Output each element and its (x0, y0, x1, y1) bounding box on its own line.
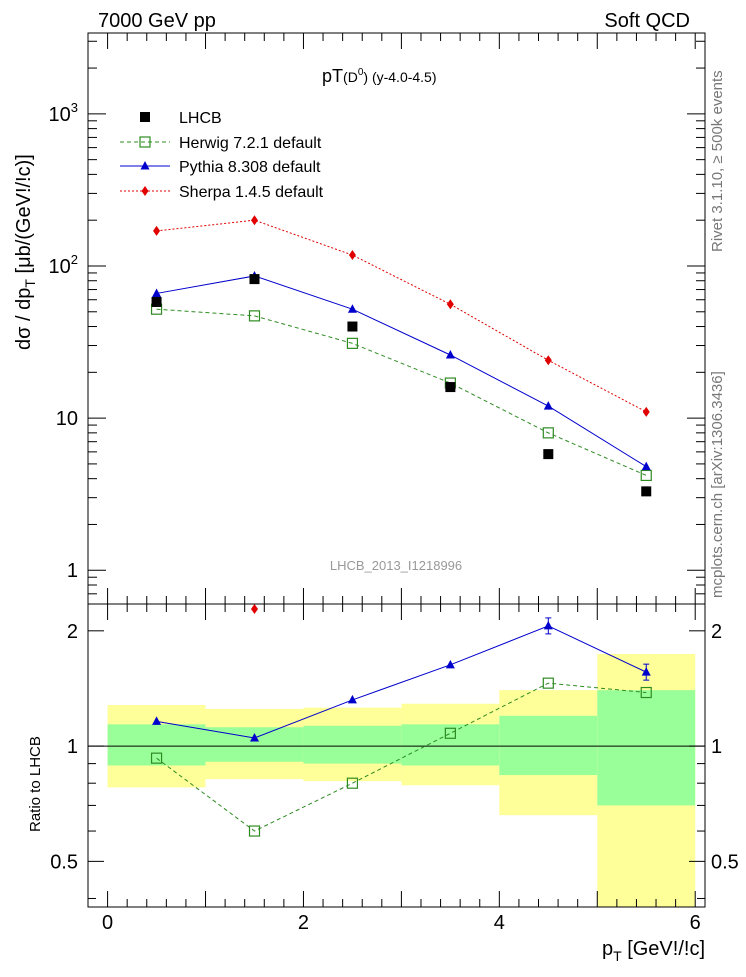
sherpa-line (156, 219, 647, 413)
ratio-y-tick-label: 0.5 (50, 851, 78, 873)
sherpa-ratio-overflow-point (250, 604, 258, 614)
herwig-ratio-point (248, 825, 261, 837)
ratio-series (150, 511, 652, 837)
plot-title-particle: D (348, 69, 358, 85)
herwig-ratio-point (346, 777, 359, 789)
ratio-y-tick-label-right: 1 (711, 736, 722, 758)
pythia-ratio-point (445, 659, 455, 669)
main-y-tick-label: 103 (49, 100, 78, 126)
main-y-tick-label: 10 (56, 408, 78, 430)
plot-title-main: pT (322, 66, 343, 86)
herwig-ratio-point (150, 752, 163, 764)
main-y-tick-label: 1 (67, 560, 78, 582)
herwig-ratio-point (542, 677, 554, 689)
band-inner-5 (597, 690, 696, 806)
sherpa-point (153, 225, 161, 236)
pythia-ratio-point (347, 694, 357, 704)
legend: LHCB Herwig 7.2.1 default Pythia 8.308 def… (120, 110, 324, 201)
analysis-label: LHCB_2013_I1218996 (330, 558, 462, 573)
sherpa-point (544, 355, 552, 366)
rivet-version-label: Rivet 3.1.10, ≥ 500k events (709, 70, 726, 252)
legend-sherpa-label: Sherpa 1.4.5 default (179, 184, 324, 201)
ratio-y-tick-label: 2 (67, 621, 78, 643)
plot-title-sup: 0 (358, 67, 364, 78)
legend-pythia-label: Pythia 8.308 default (179, 159, 321, 176)
plot-title: pT(D0) (y-4.0-4.5) (322, 66, 437, 86)
x-tick-label: 2 (298, 912, 309, 934)
data-point (641, 486, 652, 497)
main-series (150, 215, 652, 497)
band-inner-0 (107, 724, 206, 766)
data-point (249, 274, 260, 285)
pythia-ratio-line (156, 625, 647, 739)
x-tick-label: 4 (494, 912, 505, 934)
mcplots-source-label: mcplots.cern.ch [arXiv:1306.3436] (709, 371, 726, 598)
main-y-tick-label: 102 (49, 252, 78, 278)
legend-data-marker (140, 112, 150, 122)
ratio-y-tick-label-right: 0.5 (711, 851, 739, 873)
herwig-ratio-point (640, 686, 652, 699)
ratio-uncertainty-bands (107, 653, 696, 907)
herwig-point (346, 337, 359, 349)
x-tick-label: 6 (690, 912, 701, 934)
header-process-label: Soft QCD (604, 10, 690, 32)
band-inner-4 (499, 715, 598, 776)
plot-title-range: (y-4.0-4.5) (372, 69, 437, 85)
data-point (445, 382, 456, 393)
pythia-point (543, 401, 553, 410)
sherpa-ratio-line (157, 511, 647, 600)
pythia-point (152, 288, 162, 297)
pythia-ratio-point (249, 732, 259, 742)
sherpa-point (348, 250, 356, 261)
ratio-y-tick-label: 1 (67, 736, 78, 758)
ratio-plot-frame: 0 2 4 6 0.5 0.5 1 1 2 2 (50, 603, 739, 934)
band-inner-3 (401, 724, 500, 766)
sherpa-point (642, 406, 650, 417)
herwig-ratio-point (444, 727, 456, 739)
pythia-line (156, 275, 647, 468)
pythia-ratio-point (152, 716, 162, 725)
pythia-point (445, 349, 455, 359)
herwig-ratio-line (156, 682, 647, 832)
data-point (347, 321, 358, 332)
pythia-point (641, 461, 651, 471)
ratio-frame-border (87, 603, 706, 908)
x-tick-label: 0 (102, 912, 113, 934)
header-collision-label: 7000 GeV pp (98, 10, 216, 32)
band-inner-2 (303, 725, 402, 764)
legend-sherpa-marker (141, 186, 149, 196)
legend-herwig-label: Herwig 7.2.1 default (179, 135, 322, 152)
x-axis-label: pT [GeV!/!c] (602, 938, 705, 964)
legend-data-label: LHCB (179, 110, 222, 127)
legend-herwig-marker (139, 136, 151, 148)
herwig-line (156, 308, 647, 476)
herwig-point (640, 469, 652, 482)
ratio-y-axis-label: Ratio to LHCB (27, 736, 44, 832)
data-point (543, 449, 554, 460)
ratio-y-tick-label-right: 2 (711, 621, 722, 643)
herwig-point (248, 310, 261, 322)
sherpa-point (446, 299, 454, 310)
main-y-axis-label: dσ / dpT [μb/(GeV!/!c)] (13, 154, 38, 350)
pythia-point (347, 304, 357, 313)
sherpa-point (250, 215, 258, 226)
herwig-point (542, 427, 554, 439)
data-point (151, 296, 162, 307)
legend-pythia-marker (140, 161, 150, 170)
